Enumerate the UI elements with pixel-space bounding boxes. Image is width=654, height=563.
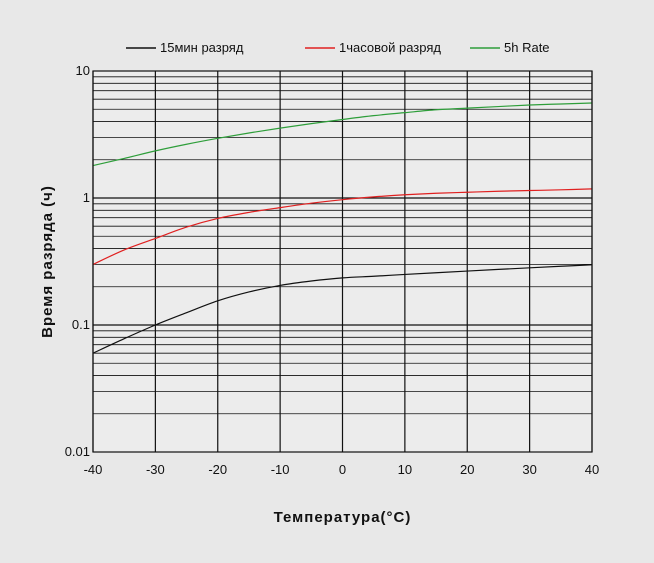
y-tick-labels: 0.01 0.1 1 10	[65, 63, 90, 459]
plot-frame	[92, 70, 593, 453]
legend-label-1: 15мин разряд	[160, 40, 244, 55]
y-tick-label: 1	[83, 190, 90, 205]
y-tick-label: 10	[76, 63, 90, 78]
x-tick-label: -20	[208, 462, 227, 477]
x-tick-label: 0	[339, 462, 346, 477]
legend-label-3: 5h Rate	[504, 40, 550, 55]
x-tick-label: 20	[460, 462, 474, 477]
y-tick-label: 0.01	[65, 444, 90, 459]
y-axis-title: Время разряда (ч)	[39, 185, 56, 338]
series-line-1	[92, 264, 593, 354]
y-tick-label: 0.1	[72, 317, 90, 332]
x-tick-label: 30	[522, 462, 536, 477]
legend: 15мин разряд 1часовой разряд 5h Rate	[126, 40, 550, 55]
x-axis-title: Температура(°C)	[274, 509, 412, 526]
x-tick-label: 10	[398, 462, 412, 477]
series-line-3	[92, 102, 593, 167]
x-tick-label: -30	[146, 462, 165, 477]
x-tick-label: -10	[271, 462, 290, 477]
x-tick-labels: -40 -30 -20 -10 0 10 20 30 40	[84, 462, 600, 477]
legend-label-2: 1часовой разряд	[339, 40, 441, 55]
x-tick-label: -40	[84, 462, 103, 477]
series-line-2	[92, 188, 593, 265]
grid	[92, 71, 593, 452]
x-tick-label: 40	[585, 462, 599, 477]
series-lines	[92, 102, 593, 354]
